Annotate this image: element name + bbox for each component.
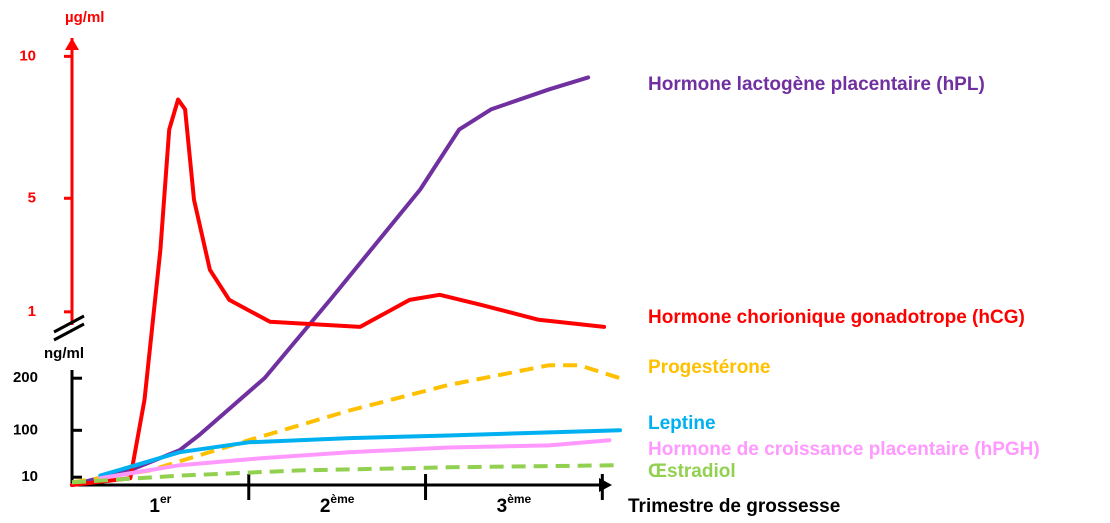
y2-axis-label: ng/ml [44,345,84,362]
series-label: Hormone chorionique gonadotrope (hCG) [648,307,1025,328]
series-label: Hormone lactogène placentaire (hPL) [648,74,985,95]
series-line [70,97,607,487]
series-label: Progestérone [648,357,770,378]
x-label-base: 2 [320,496,331,517]
series-line [71,363,621,485]
series-line [71,463,621,485]
series-line [70,75,591,487]
y2-tick-label: 100 [13,421,38,438]
y-tick-label: 10 [19,47,36,64]
series-label: Hormone de croissance placentaire (hPGH) [648,439,1040,460]
y-axis-arrow [65,38,79,50]
series-label: Œstradiol [648,461,736,482]
series-line [98,428,622,478]
y-tick-label: 5 [28,189,36,206]
x-label-base: 3 [497,496,508,517]
x-axis-label: Trimestre de grossesse [628,496,840,517]
y2-tick-label: 200 [13,369,38,386]
x-label-sup: ème [330,492,354,506]
x-label: 2ème [320,492,355,517]
series-line [98,438,612,481]
x-label: 1er [149,492,171,517]
series-label: Leptine [648,413,716,434]
x-label-base: 1 [149,496,160,517]
y-tick-label: 1 [28,303,36,320]
x-label-sup: er [160,492,172,506]
axis-break [53,314,85,334]
x-label: 3ème [497,492,532,517]
axis-break [53,322,85,342]
y-axis-label: µg/ml [65,9,104,26]
y2-tick-label: 10 [21,468,38,485]
x-label-sup: ème [507,492,531,506]
